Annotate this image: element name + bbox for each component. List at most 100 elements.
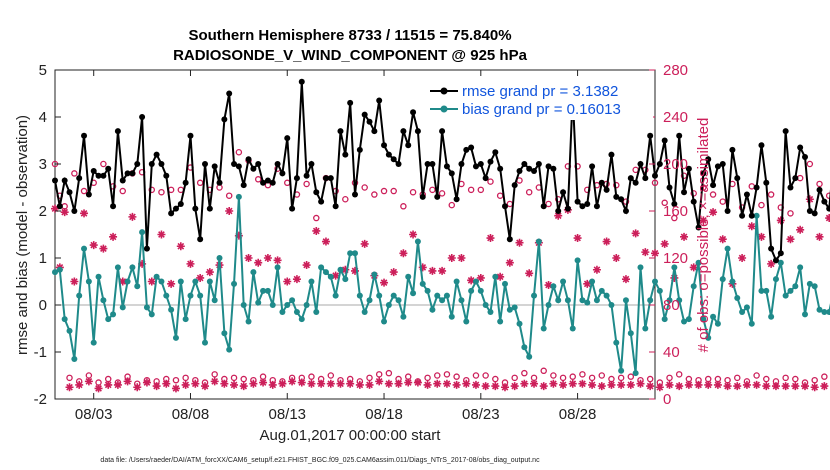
rmse-point (448, 170, 455, 177)
rmse-point (564, 205, 571, 212)
bias-point (439, 297, 446, 304)
bias-point (719, 276, 726, 283)
rmse-point (434, 193, 441, 200)
assimilated-point (244, 254, 253, 262)
bias-point (492, 273, 499, 280)
assimilated-point (438, 266, 447, 275)
bias-point (695, 259, 702, 266)
assimilated-point (104, 380, 113, 389)
assimilated-point (607, 380, 616, 389)
rmse-point (71, 208, 78, 214)
rmse-point (264, 177, 271, 184)
possible-point (617, 374, 625, 382)
possible-point (651, 179, 659, 187)
assimilated-point (549, 379, 558, 388)
bias-point (289, 297, 296, 304)
rmse-point (618, 196, 625, 203)
x-axis-ticks: 08/03 08/08 08/13 08/18 08/23 08/28 (75, 70, 596, 423)
rmse-point (148, 161, 155, 167)
rmse-point (468, 144, 475, 151)
assimilated-point (292, 275, 301, 284)
possible-point (613, 181, 620, 189)
rmse-point (593, 203, 600, 210)
bias-point (710, 313, 717, 320)
rmse-point (502, 203, 508, 210)
assimilated-point (530, 379, 539, 388)
bias-point (618, 367, 625, 374)
rmse-point (705, 156, 712, 163)
assimilated-point (75, 380, 84, 389)
possible-point (201, 379, 209, 386)
possible-point (661, 199, 668, 207)
possible-point (288, 374, 296, 382)
assimilated-point (781, 382, 790, 391)
rmse-point (390, 156, 397, 163)
possible-point (409, 188, 417, 196)
rmse-point (772, 257, 779, 264)
rmse-point (574, 198, 581, 205)
assimilated-point (399, 249, 408, 258)
assimilated-point (796, 225, 805, 234)
possible-point (796, 174, 804, 182)
possible-point (540, 367, 547, 375)
rmse-point (700, 170, 707, 177)
rmse-point (245, 156, 252, 163)
assimilated-point (157, 230, 166, 239)
x-tick-label: 08/28 (559, 406, 597, 423)
possible-point (192, 376, 199, 384)
possible-point (758, 201, 765, 209)
possible-point (792, 375, 799, 383)
rmse-point (506, 236, 513, 243)
assimilated-point (554, 211, 563, 220)
possible-point (714, 375, 722, 383)
rmse-point (821, 198, 828, 205)
possible-point (588, 374, 596, 382)
bias-point (390, 292, 397, 299)
assimilated-point (496, 272, 505, 281)
assimilated-point (602, 237, 611, 246)
bias-point (158, 278, 165, 285)
assimilated-point (191, 379, 200, 388)
bias-point (134, 283, 141, 290)
rmse-point (182, 179, 189, 186)
bias-point (235, 193, 242, 200)
rmse-point (52, 177, 58, 184)
bias-point (637, 264, 644, 271)
bias-point (487, 309, 494, 316)
bias-point (535, 238, 542, 245)
assimilated-point (486, 234, 495, 243)
possible-point (704, 375, 712, 383)
rmse-point (284, 135, 291, 142)
bias-point (381, 318, 388, 325)
bias-point (226, 346, 233, 353)
rmse-point (134, 161, 141, 167)
rmse-point (439, 128, 446, 135)
rmse-point (100, 172, 107, 179)
possible-point (250, 376, 257, 384)
possible-point (453, 373, 460, 380)
bias-point (264, 287, 271, 294)
bias-point (545, 302, 552, 308)
assimilated-point (617, 380, 626, 389)
rmse-point (366, 118, 373, 125)
possible-point (467, 186, 475, 194)
possible-point (487, 178, 494, 185)
rmse-point (293, 175, 300, 182)
bias-point (826, 309, 830, 316)
bias-point (666, 297, 673, 304)
rmse-point (681, 189, 688, 196)
bias-point (724, 245, 731, 252)
possible-point (472, 372, 480, 379)
bias-point (71, 356, 78, 363)
rmse-point (826, 205, 830, 212)
bias-point (260, 287, 267, 294)
rmse-point (584, 200, 591, 207)
rmse-point (255, 161, 262, 167)
possible-point (298, 374, 306, 382)
y-axis-left-label: rmse and bias (model - observation) (14, 115, 31, 355)
possible-point (700, 184, 707, 191)
assimilated-point (709, 208, 718, 217)
assimilated-point (476, 273, 485, 282)
rmse-point (231, 161, 238, 167)
assimilated-point (447, 254, 456, 262)
